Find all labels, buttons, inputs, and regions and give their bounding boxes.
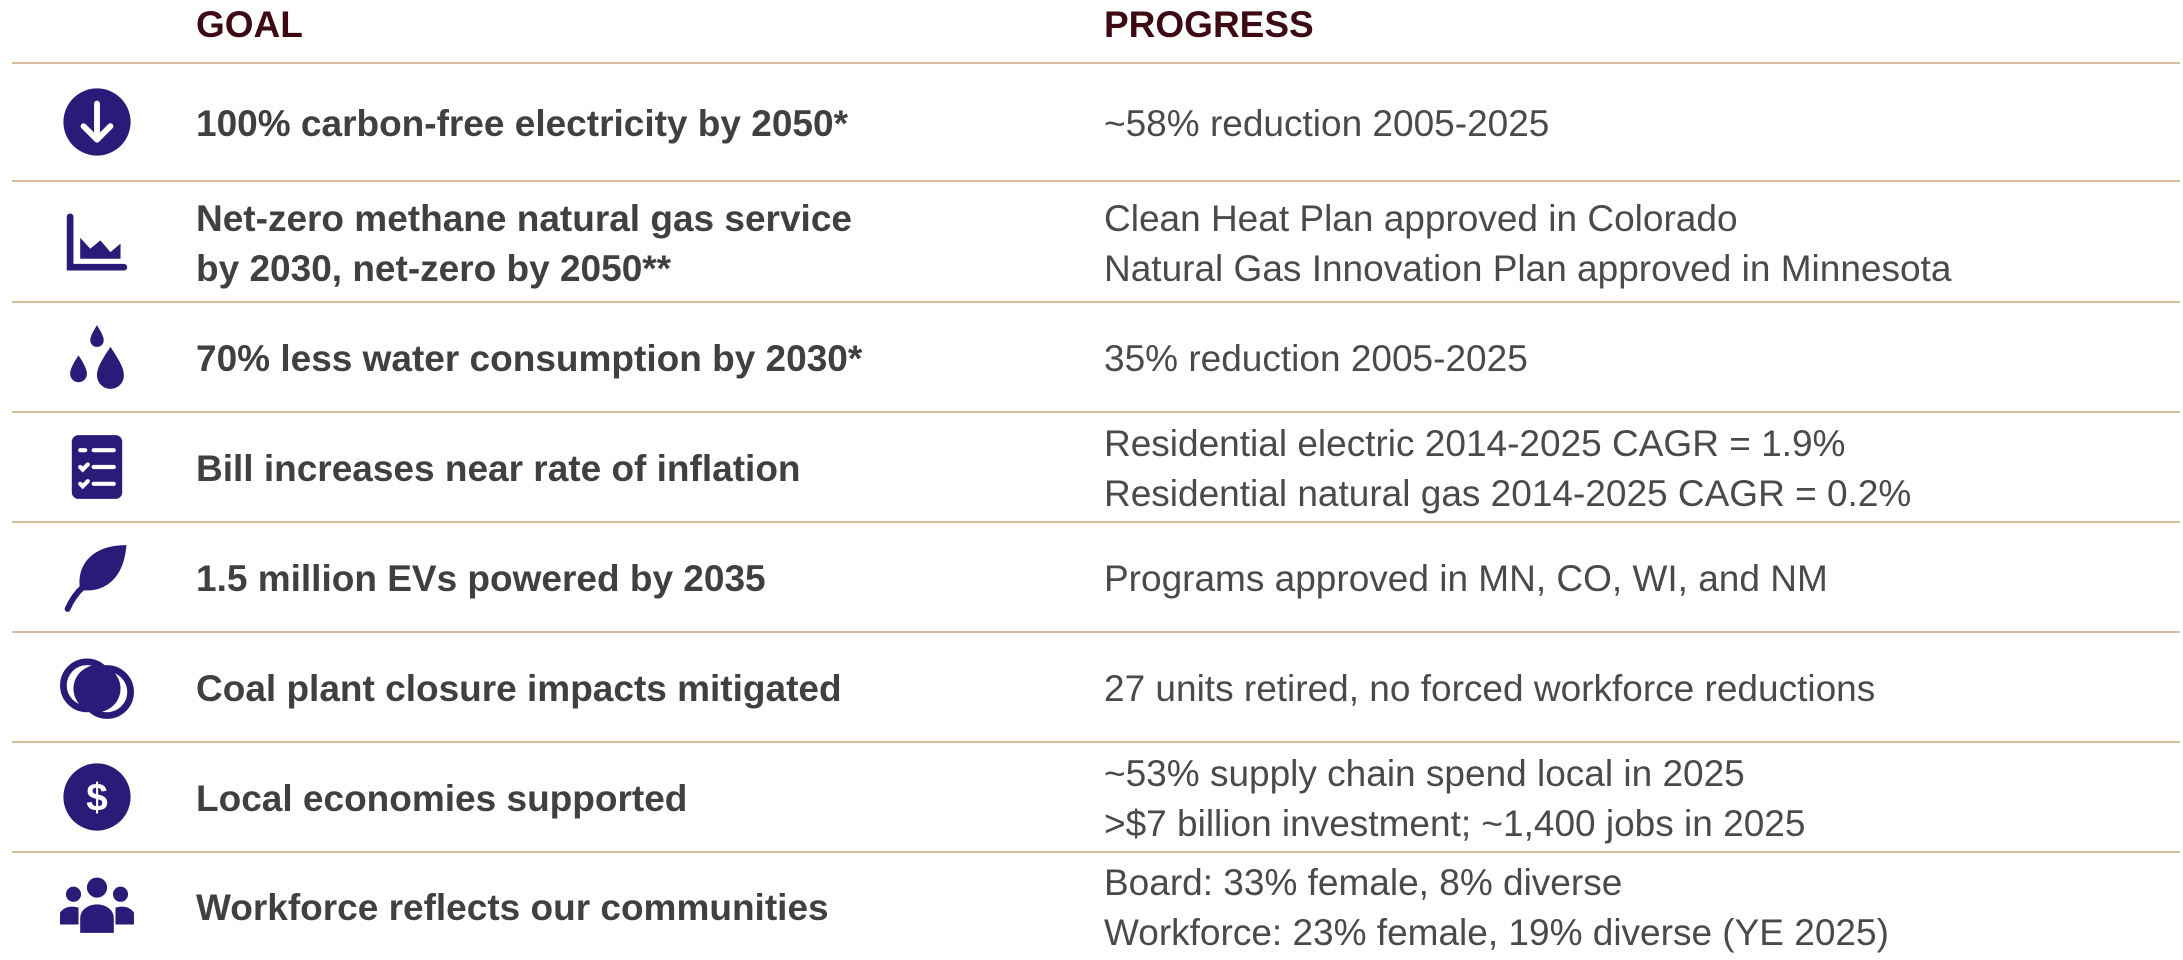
row-divider <box>12 180 2180 182</box>
progress-cell: ~53% supply chain spend local in 2025 >$7… <box>1104 749 1805 849</box>
row-icon <box>70 325 124 389</box>
progress-cell: Residential electric 2014-2025 CAGR = 1.… <box>1104 419 1911 519</box>
row-icon <box>60 658 134 719</box>
row-divider <box>12 741 2180 743</box>
goal-text: Local economies supported <box>196 778 688 819</box>
svg-text:$: $ <box>86 776 107 819</box>
goal-text: Bill increases near rate of inflation <box>196 448 801 489</box>
goal-cell: 100% carbon-free electricity by 2050* <box>196 99 848 149</box>
goal-cell: 1.5 million EVs powered by 2035 <box>196 554 766 604</box>
progress-text: Board: 33% female, 8% diverse <box>1104 862 1623 903</box>
goal-text: 70% less water consumption by 2030* <box>196 338 863 379</box>
progress-text: Residential natural gas 2014-2025 CAGR =… <box>1104 473 1912 514</box>
progress-text: Programs approved in MN, CO, WI, and NM <box>1104 558 1828 599</box>
progress-text: Workforce: 23% female, 19% diverse (YE 2… <box>1104 912 1889 953</box>
progress-text: 27 units retired, no forced workforce re… <box>1104 668 1876 709</box>
progress-text: Residential electric 2014-2025 CAGR = 1.… <box>1104 423 1846 464</box>
goal-cell: Local economies supported <box>196 774 687 824</box>
table-row: 70% less water consumption by 2030* 35% r… <box>0 302 2183 412</box>
progress-text: Natural Gas Innovation Plan approved in … <box>1104 247 1952 289</box>
progress-header: PROGRESS <box>1104 4 1314 45</box>
progress-cell: 35% reduction 2005-2025 <box>1104 334 1528 384</box>
goal-header: GOAL <box>196 4 303 45</box>
goal-cell: 70% less water consumption by 2030* <box>196 334 862 384</box>
progress-text: ~58% reduction 2005-2025 <box>1104 103 1550 144</box>
goal-text: 1.5 million EVs powered by 2035 <box>196 558 766 599</box>
goal-text: Workforce reflects our communities <box>196 887 829 928</box>
table-row: Bill increases near rate of inflation Res… <box>0 412 2183 522</box>
table-row: Net-zero methane natural gas service by 2… <box>0 181 2183 302</box>
goal-cell: Workforce reflects our communities <box>196 883 829 933</box>
table-row: $ Local economies supported ~53% supply ch… <box>0 742 2183 852</box>
table-row: Workforce reflects our communities Board:… <box>0 852 2183 960</box>
goal-text: Coal plant closure impacts mitigated <box>196 668 842 709</box>
row-icon <box>64 545 127 612</box>
goal-cell: Bill increases near rate of inflation <box>196 444 801 494</box>
row-divider <box>12 62 2180 64</box>
table-row: Coal plant closure impacts mitigated 27 u… <box>0 632 2183 742</box>
progress-cell: 27 units retired, no forced workforce re… <box>1104 664 1875 714</box>
progress-text: 35% reduction 2005-2025 <box>1104 338 1528 379</box>
row-icon: $ <box>63 763 131 831</box>
goal-text: 100% carbon-free electricity by 2050* <box>196 103 848 144</box>
goal-cell: Coal plant closure impacts mitigated <box>196 664 842 714</box>
progress-cell: Clean Heat Plan approved in Colorado Natu… <box>1104 194 1951 294</box>
row-divider <box>12 521 2180 523</box>
row-icon <box>66 212 128 271</box>
progress-text: ~53% supply chain spend local in 2025 <box>1104 753 1745 794</box>
row-divider <box>12 411 2180 413</box>
row-icon <box>71 435 123 499</box>
progress-cell: Programs approved in MN, CO, WI, and NM <box>1104 554 1828 604</box>
row-icon <box>63 88 131 156</box>
goal-text: by 2030, net-zero by 2050** <box>196 247 672 289</box>
progress-text: >$7 billion investment; ~1,400 jobs in 2… <box>1104 803 1806 844</box>
progress-cell: ~58% reduction 2005-2025 <box>1104 99 1549 149</box>
row-icon <box>60 877 134 933</box>
goal-text: Net-zero methane natural gas service <box>196 197 852 239</box>
goal-cell: Net-zero methane natural gas service by 2… <box>196 194 852 294</box>
progress-cell: Board: 33% female, 8% diverse Workforce: … <box>1104 858 1889 958</box>
row-divider <box>12 851 2180 853</box>
table-row: 100% carbon-free electricity by 2050* ~58… <box>0 63 2183 181</box>
progress-text: Clean Heat Plan approved in Colorado <box>1104 197 1738 239</box>
table-row: 1.5 million EVs powered by 2035 Programs … <box>0 522 2183 632</box>
row-divider <box>12 301 2180 303</box>
row-divider <box>12 631 2180 633</box>
